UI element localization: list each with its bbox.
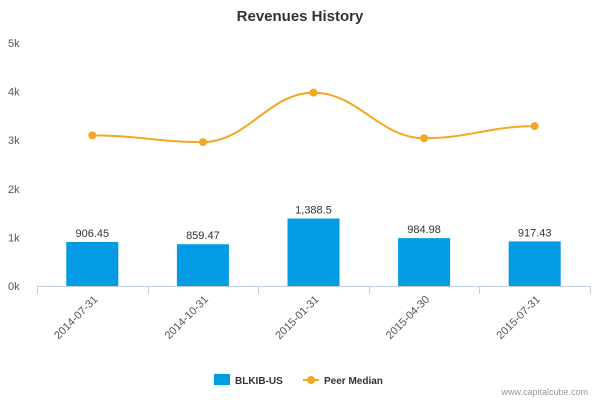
x-tick-label: 2015-04-30 [384, 294, 432, 342]
bar-data-labels: 906.45 859.47 1,388.5 984.98 917.43 [75, 205, 551, 243]
y-tick-label: 1k [8, 232, 20, 244]
line-point [420, 134, 429, 143]
x-tick-label: 2014-10-31 [163, 294, 211, 342]
bar [66, 241, 119, 286]
bar-series [66, 218, 561, 286]
legend-swatch-marker [307, 376, 315, 384]
bar-data-label: 1,388.5 [295, 205, 332, 217]
y-axis: 0k 1k 2k 3k 4k 5k [8, 38, 20, 293]
credit-text: www.capitalcube.com [500, 387, 588, 397]
line-point [198, 138, 207, 147]
line-point [530, 122, 539, 131]
bar [287, 218, 340, 286]
bar [176, 244, 229, 286]
legend-label-bar: BLKIB-US [235, 376, 283, 387]
line-point [88, 131, 97, 140]
line-point [309, 88, 318, 97]
bar-data-label: 906.45 [75, 228, 109, 240]
x-tick-label: 2015-01-31 [273, 294, 321, 342]
y-tick-label: 4k [8, 87, 20, 99]
y-tick-label: 3k [8, 135, 20, 147]
legend-swatch-bar [214, 374, 230, 385]
line-series [88, 88, 539, 147]
y-tick-label: 5k [8, 38, 20, 50]
x-tick-label: 2014-07-31 [52, 294, 100, 342]
bar-data-label: 859.47 [186, 230, 220, 242]
legend: BLKIB-US Peer Median [214, 374, 383, 387]
x-tick-label: 2015-07-31 [495, 294, 543, 342]
chart-title: Revenues History [237, 8, 364, 25]
legend-label-line: Peer Median [324, 376, 383, 387]
bar-data-label: 984.98 [407, 224, 441, 236]
y-tick-label: 0k [8, 281, 20, 293]
x-axis: 2014-07-31 2014-10-31 2015-01-31 2015-04-30… [37, 286, 591, 342]
bar-data-label: 917.43 [518, 227, 552, 239]
bar [508, 241, 561, 286]
bar [398, 238, 451, 286]
line-path [92, 91, 535, 144]
y-tick-label: 2k [8, 184, 20, 196]
